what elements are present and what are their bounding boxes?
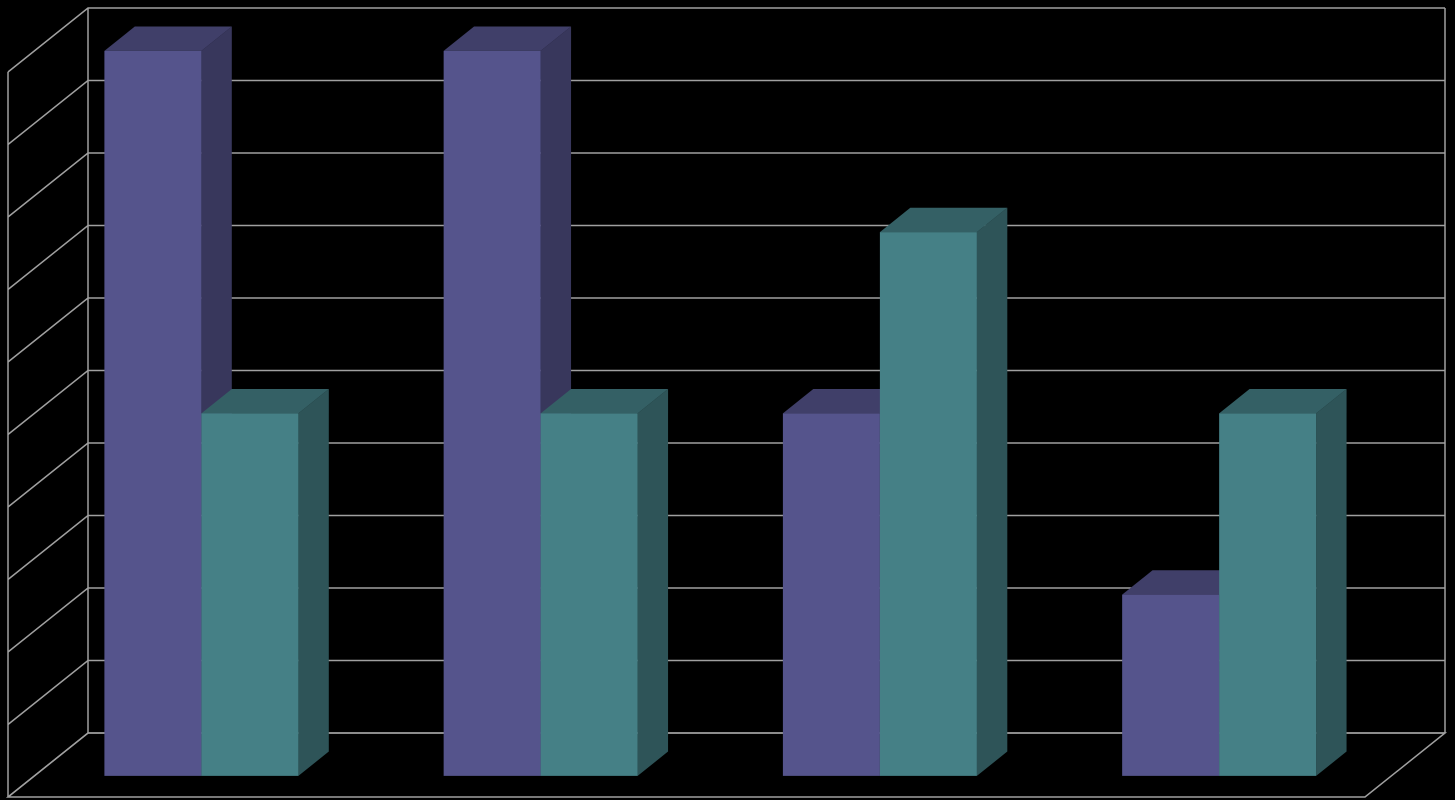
bar-top [201,389,329,414]
bar [443,50,541,776]
grid-line [7,79,1445,146]
bar [1122,594,1220,776]
bar [540,413,638,776]
bar [879,232,977,776]
bar [104,50,202,776]
bar-side [637,389,669,776]
bar-side [976,207,1008,776]
bar-side [298,389,329,776]
bar [782,413,880,776]
bar [1219,413,1317,776]
grid-line [7,152,1445,218]
grid-line [7,7,1445,73]
bar-side [1316,389,1347,776]
bar-top [879,207,1008,233]
bar-top [443,26,572,51]
bar-top [782,389,911,414]
bar-top [104,26,232,51]
bar-top [1219,389,1347,414]
bar-top [540,389,669,414]
bar-top [1122,570,1250,595]
bar [201,413,299,776]
